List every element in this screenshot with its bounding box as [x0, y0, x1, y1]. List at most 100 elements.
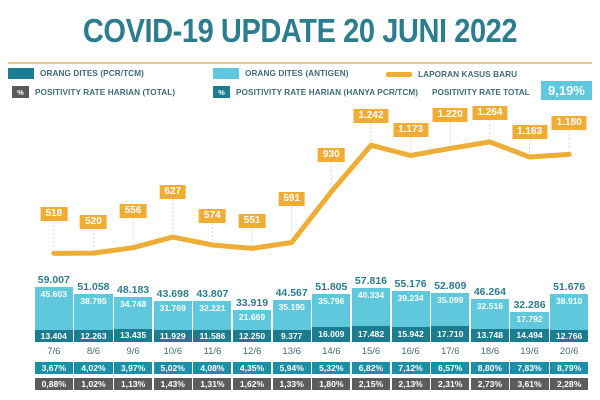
line-data-label: 574	[199, 208, 226, 223]
bar-total-label: 46.264	[473, 285, 506, 298]
column-date-label: 7/6	[47, 346, 61, 357]
bar-column: 44.567 35.190 9.377 13/6 5,94% 1,33%	[272, 278, 311, 400]
positivity-rate-pcr-badge: 5,32%	[312, 362, 351, 374]
bar-segment-pcr: 13.435	[114, 329, 153, 342]
positivity-rate-total-badge-daily: 1,02%	[74, 378, 113, 390]
orange-line-swatch	[386, 72, 412, 77]
new-cases-polyline	[51, 139, 572, 256]
positivity-rate-pcr-badge: 5,94%	[272, 362, 311, 374]
bar-column: 33.919 21.669 12.250 12/6 4,35% 1,62%	[232, 278, 272, 400]
column-date-label: 10/6	[163, 346, 182, 357]
bar-segment-antigen: 31.769	[153, 301, 192, 330]
bar-column: 51.058 38.795 12.263 8/6 4,02% 1,02%	[74, 278, 113, 400]
teal-percent-swatch: %	[213, 86, 230, 98]
bar-segment-antigen: 21.669	[232, 310, 272, 330]
legend-item-label: ORANG DITES (PCR/TCM)	[40, 69, 144, 78]
column-date-label: 12/6	[242, 346, 262, 357]
positivity-rate-pcr-badge: 6,82%	[351, 362, 391, 374]
light-teal-swatch	[213, 68, 239, 79]
bar-segment-pcr: 12.263	[74, 330, 113, 342]
column-date-label: 9/6	[126, 346, 140, 357]
legend-item-label: LAPORAN KASUS BARU	[418, 70, 518, 79]
positivity-rate-pcr-badge: 4,35%	[232, 362, 272, 374]
bar-segment-antigen: 39.234	[391, 290, 430, 328]
bar-segment-antigen: 35.796	[312, 293, 351, 328]
leader-lines	[53, 119, 570, 252]
positivity-rate-pcr-badge: 6,57%	[431, 362, 470, 374]
bar-segment-antigen: 35.099	[431, 292, 470, 326]
bar-segment-antigen: 38.795	[74, 294, 113, 330]
positivity-rate-pcr-badge: 4,02%	[74, 362, 113, 374]
bar-column: 52.809 35.099 17.710 17/6 6,57% 2,31%	[431, 278, 470, 400]
line-data-label: 1.242	[353, 109, 389, 124]
bar-segment-pcr: 11.929	[153, 330, 192, 342]
positivity-rate-total-badge-daily: 1,43%	[153, 378, 192, 390]
positivity-rate-pcr-badge: 3,67%	[34, 362, 73, 374]
column-date-label: 16/6	[401, 346, 420, 357]
positivity-rate-total-badge-daily: 1,80%	[312, 378, 351, 390]
column-date-label: 15/6	[361, 346, 381, 357]
positivity-rate-total-badge-daily: 2,13%	[391, 378, 430, 390]
positivity-rate-total-badge-daily: 2,28%	[550, 378, 589, 390]
bar-segment-antigen: 45.603	[34, 287, 73, 330]
bar-column: 32.286 17.792 14.494 19/6 7,83% 3,61%	[510, 278, 549, 400]
bar-segment-antigen: 32.516	[470, 298, 509, 330]
positivity-rate-total-badge-daily: 1,13%	[114, 378, 153, 390]
bar-total-label: 32.286	[513, 298, 546, 311]
new-cases-line-chart: 518 520 556 627 574 551 591 930 1.242 1.173 1.220 1…	[0, 105, 600, 278]
line-data-label: 1.180	[551, 116, 587, 131]
bar-segment-antigen: 17.792	[510, 311, 549, 329]
bar-column: 59.007 45.603 13.404 7/6 3,67% 0,88%	[34, 274, 73, 400]
tests-bar-chart: 59.007 45.603 13.404 7/6 3,67% 0,88% 51.058 38.…	[0, 274, 600, 400]
positivity-rate-total-badge-daily: 0,88%	[34, 378, 73, 390]
line-chart-svg	[51, 119, 572, 256]
bar-segment-pcr: 12.250	[232, 330, 272, 342]
column-date-label: 8/6	[86, 346, 101, 357]
bar-segment-antigen: 32.221	[193, 301, 232, 330]
line-data-label: 551	[238, 214, 266, 229]
positivity-rate-pcr-badge: 8,79%	[550, 362, 589, 374]
column-date-label: 17/6	[440, 346, 460, 357]
positivity-rate-total-badge-daily: 1,31%	[193, 378, 232, 390]
bar-segment-antigen: 35.190	[272, 300, 311, 330]
line-data-label: 930	[317, 147, 345, 162]
line-data-label: 1.220	[432, 108, 468, 123]
bar-column: 43.807 32.221 11.586 11/6 4,08% 1,31%	[193, 278, 232, 400]
line-data-label: 1.264	[472, 105, 508, 120]
bar-total-label: 57.816	[354, 275, 388, 288]
positivity-rate-pcr-badge: 7,12%	[391, 362, 430, 374]
column-date-label: 20/6	[559, 346, 579, 357]
dark-teal-swatch	[8, 68, 34, 79]
legend-item-label: POSITIVITY RATE HARIAN (HANYA PCR/TCM)	[236, 87, 419, 97]
bar-column: 48.183 34.748 13.435 9/6 3,97% 1,13%	[114, 278, 153, 400]
legend-item-antigen: ORANG DITES (ANTIGEN)	[213, 68, 349, 79]
legend-item-pr-pcr: % POSITIVITY RATE HARIAN (HANYA PCR/TCM)	[213, 86, 418, 98]
legend-item-label: POSITIVITY RATE HARIAN (TOTAL)	[35, 87, 176, 97]
bar-total-label: 51.058	[77, 281, 110, 294]
bar-segment-pcr: 17.710	[431, 325, 470, 342]
bar-total-label: 43.807	[196, 288, 229, 301]
bar-segment-pcr: 9.377	[272, 330, 311, 342]
bar-segment-pcr: 12.766	[550, 330, 589, 342]
line-data-label: 520	[80, 215, 107, 230]
positivity-rate-total-label: POSITIVITY RATE TOTAL	[432, 88, 530, 97]
line-data-label: 556	[119, 203, 147, 218]
positivity-rate-total-badge-daily: 3,61%	[510, 378, 549, 390]
bar-segment-pcr: 16.009	[312, 327, 351, 342]
legend-divider	[8, 62, 592, 64]
line-data-label: 1.163	[512, 124, 548, 139]
positivity-rate-total-badge-daily: 2,31%	[431, 378, 470, 390]
bar-total-label: 51.805	[315, 280, 348, 293]
bar-column: 57.816 40.334 17.482 15/6 6,82% 2,15%	[351, 275, 391, 400]
bar-total-label: 55.176	[394, 277, 427, 290]
positivity-rate-total-badge-daily: 2,73%	[470, 378, 509, 390]
column-date-label: 18/6	[480, 346, 500, 357]
page-title: COVID-19 UPDATE 20 JUNI 2022	[82, 12, 518, 49]
positivity-rate-pcr-badge: 5,02%	[153, 362, 192, 374]
legend-item-label: ORANG DITES (ANTIGEN)	[245, 69, 349, 78]
bar-segment-antigen: 40.334	[351, 288, 391, 326]
bar-segment-pcr: 14.494	[510, 328, 549, 342]
bar-total-label: 44.567	[275, 287, 308, 300]
bar-column: 51.805 35.796 16.009 14/6 5,32% 1,80%	[312, 278, 351, 400]
